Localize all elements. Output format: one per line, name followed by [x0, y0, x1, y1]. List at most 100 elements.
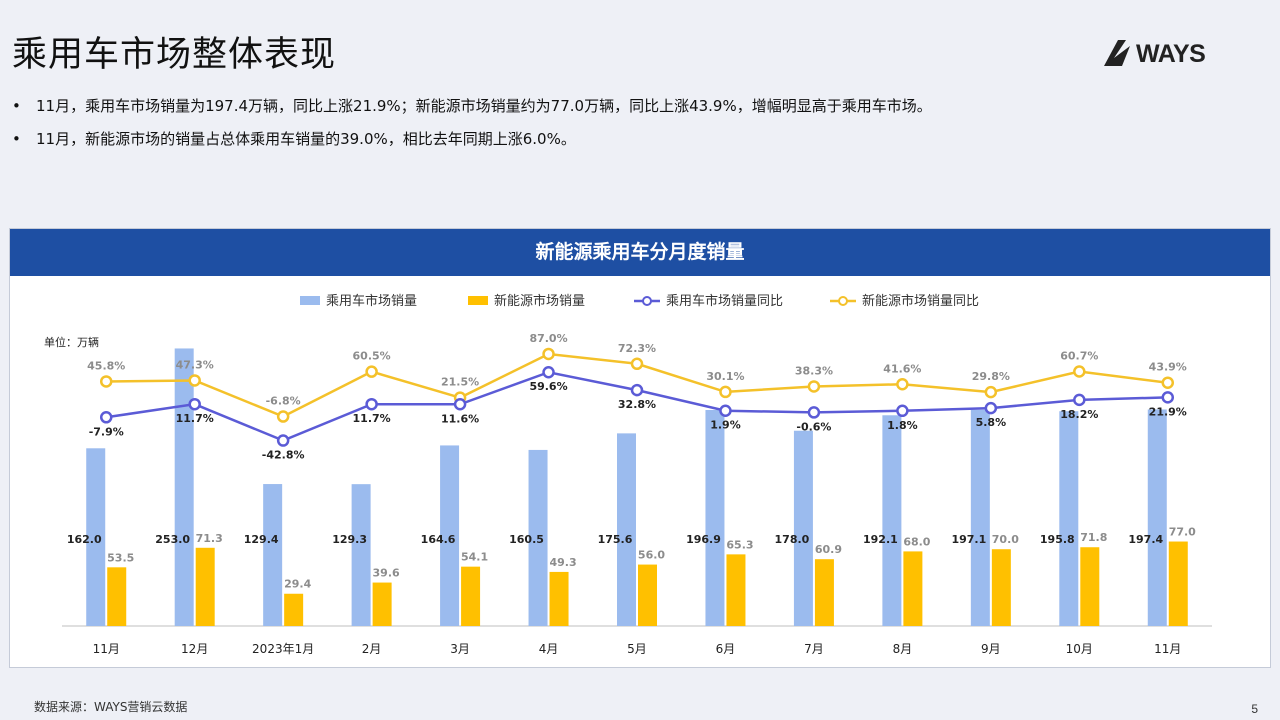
- nev-yoy-label-1: 45.8%: [87, 359, 125, 372]
- nev-yoy-point-6: [542, 347, 555, 361]
- bar-nev-9: [814, 559, 834, 626]
- nev-yoy-point-13: [1161, 376, 1175, 389]
- nev-yoy-label-6: 87.0%: [529, 332, 567, 345]
- bar-nev-label-11: 70.0: [992, 533, 1019, 546]
- legend-label-1: 乘用车市场销量: [326, 293, 417, 309]
- nev-yoy-point-4: [365, 365, 378, 378]
- bar-total-label-4: 129.3: [332, 533, 367, 546]
- page-title: 乘用车市场整体表现: [12, 35, 337, 75]
- nev-yoy-label-12: 60.7%: [1060, 350, 1098, 363]
- total-yoy-point-10: [896, 404, 909, 418]
- total-yoy-label-8: 1.9%: [710, 419, 741, 432]
- nev-yoy-label-8: 30.1%: [706, 370, 744, 383]
- bar-nev-label-6: 49.3: [549, 556, 576, 569]
- nev-yoy-point-10: [896, 378, 909, 391]
- bar-total-label-3: 129.4: [244, 533, 279, 546]
- monthly-sales-chart: 单位：万辆 乘用车市场销量 新能源市场销量 乘用车市场销量同比 新能源市场销量同比 162…: [44, 293, 1212, 656]
- bar-total-label-6: 160.5: [509, 533, 544, 546]
- total-yoy-point-11: [984, 401, 998, 415]
- bullet-2: 11月，新能源市场的销量占总体乘用车销量的39.0%，相比去年同期上涨6.0%。: [10, 123, 1260, 156]
- legend-swatch-2: [468, 296, 488, 305]
- x-tick-label-8: 6月: [716, 642, 736, 656]
- bar-nev-label-2: 71.3: [196, 532, 223, 545]
- total-yoy-label-6: 59.6%: [529, 380, 567, 393]
- x-tick-label-3: 2023年1月: [252, 642, 314, 656]
- logo-text: WAYS: [1136, 40, 1206, 68]
- total-yoy-label-2: 11.7%: [176, 412, 214, 425]
- total-yoy-point-7: [630, 383, 644, 397]
- total-yoy-point-4: [365, 397, 378, 411]
- bar-nev-13: [1168, 541, 1188, 626]
- x-tick-label-13: 11月: [1154, 642, 1181, 656]
- bar-nev-11: [991, 549, 1011, 626]
- bar-total-label-8: 196.9: [686, 533, 721, 546]
- bar-nev-7: [638, 564, 657, 626]
- bar-total-label-13: 197.4: [1128, 533, 1163, 546]
- bar-total-label-12: 195.8: [1040, 533, 1075, 546]
- total-yoy-label-1: -7.9%: [89, 425, 124, 438]
- bar-nev-label-13: 77.0: [1169, 526, 1196, 539]
- bar-nev-10: [903, 551, 923, 626]
- total-yoy-point-13: [1161, 391, 1175, 404]
- legend-marker-3: [642, 296, 652, 306]
- total-yoy-point-12: [1073, 393, 1086, 407]
- nev-yoy-label-10: 41.6%: [883, 362, 921, 375]
- nev-yoy-point-8: [719, 385, 732, 399]
- bar-total-2: [174, 348, 194, 626]
- total-yoy-label-5: 11.6%: [441, 412, 479, 425]
- data-source: 数据来源：WAYS营销云数据: [34, 700, 188, 714]
- total-yoy-label-11: 5.8%: [976, 416, 1007, 429]
- bar-total-label-11: 197.1: [951, 533, 986, 546]
- nev-yoy-label-5: 21.5%: [441, 376, 479, 389]
- bar-nev-2: [195, 547, 215, 626]
- total-yoy-label-13: 21.9%: [1149, 405, 1187, 418]
- total-yoy-label-4: 11.7%: [353, 412, 391, 425]
- bar-total-label-2: 253.0: [155, 533, 190, 546]
- bar-nev-8: [726, 554, 746, 626]
- nev-yoy-label-13: 43.9%: [1149, 361, 1187, 374]
- bar-nev-label-9: 60.9: [815, 543, 842, 556]
- nev-yoy-label-9: 38.3%: [795, 364, 833, 377]
- total-yoy-label-9: -0.6%: [796, 420, 831, 433]
- bar-total-5: [440, 445, 460, 626]
- nev-yoy-label-4: 60.5%: [353, 350, 391, 363]
- total-yoy-label-12: 18.2%: [1060, 408, 1098, 421]
- bar-nev-label-7: 56.0: [638, 549, 665, 562]
- x-tick-label-5: 3月: [450, 642, 470, 656]
- x-tick-label-9: 7月: [804, 642, 824, 656]
- nev-yoy-label-7: 72.3%: [618, 342, 656, 355]
- bar-nev-label-3: 29.4: [284, 578, 311, 591]
- bar-total-10: [882, 415, 902, 626]
- x-tick-label-11: 9月: [981, 642, 1001, 656]
- bar-nev-5: [461, 566, 481, 626]
- ways-logo-icon: [1104, 40, 1130, 66]
- nev-yoy-label-3: -6.8%: [266, 395, 301, 408]
- chart-panel: 新能源乘用车分月度销量 单位：万辆 乘用车市场销量 新能源市场销量 乘用车市场销量同比…: [9, 228, 1271, 668]
- x-tick-label-2: 12月: [181, 642, 208, 656]
- nev-yoy-point-9: [807, 380, 821, 393]
- nev-yoy-point-11: [984, 385, 998, 399]
- bar-nev-label-5: 54.1: [461, 551, 488, 564]
- nev-yoy-point-3: [276, 410, 290, 423]
- bar-nev-label-1: 53.5: [107, 551, 134, 564]
- bullet-1: 11月，乘用车市场销量为197.4万辆，同比上涨21.9%；新能源市场销量约为7…: [10, 90, 1260, 123]
- bar-nev-3: [284, 593, 304, 626]
- bar-total-label-9: 178.0: [775, 533, 810, 546]
- bar-total-9: [793, 430, 813, 626]
- bar-nev-4: [372, 582, 392, 626]
- bar-nev-label-4: 39.6: [373, 567, 400, 580]
- x-tick-label-12: 10月: [1066, 642, 1093, 656]
- bar-nev-6: [549, 571, 569, 626]
- x-tick-label-1: 11月: [93, 642, 120, 656]
- bar-nev-1: [107, 567, 127, 626]
- total-yoy-label-3: -42.8%: [262, 449, 305, 462]
- bar-nev-12: [1080, 547, 1100, 626]
- bar-nev-label-12: 71.8: [1080, 531, 1107, 544]
- bar-total-label-10: 192.1: [863, 533, 898, 546]
- bar-nev-label-10: 68.0: [903, 535, 930, 548]
- bar-total-7: [617, 433, 636, 626]
- x-tick-label-4: 2月: [362, 642, 382, 656]
- page-number: 5: [1251, 702, 1258, 716]
- bar-total-1: [86, 448, 106, 626]
- chart-title: 新能源乘用车分月度销量: [10, 229, 1270, 276]
